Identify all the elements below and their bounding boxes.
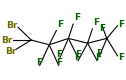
Text: F: F — [56, 58, 62, 67]
Text: F: F — [99, 24, 105, 33]
Text: F: F — [74, 53, 81, 62]
Text: F: F — [95, 53, 101, 62]
Text: F: F — [93, 18, 99, 27]
Text: Br: Br — [6, 21, 17, 30]
Text: F: F — [96, 49, 102, 58]
Text: F: F — [56, 50, 62, 59]
Text: Br: Br — [5, 47, 16, 56]
Text: F: F — [76, 50, 82, 59]
Text: Br: Br — [1, 36, 13, 44]
Text: F: F — [74, 13, 80, 22]
Text: F: F — [118, 53, 124, 62]
Text: F: F — [36, 58, 42, 67]
Text: F: F — [57, 20, 63, 29]
Text: F: F — [118, 20, 124, 28]
